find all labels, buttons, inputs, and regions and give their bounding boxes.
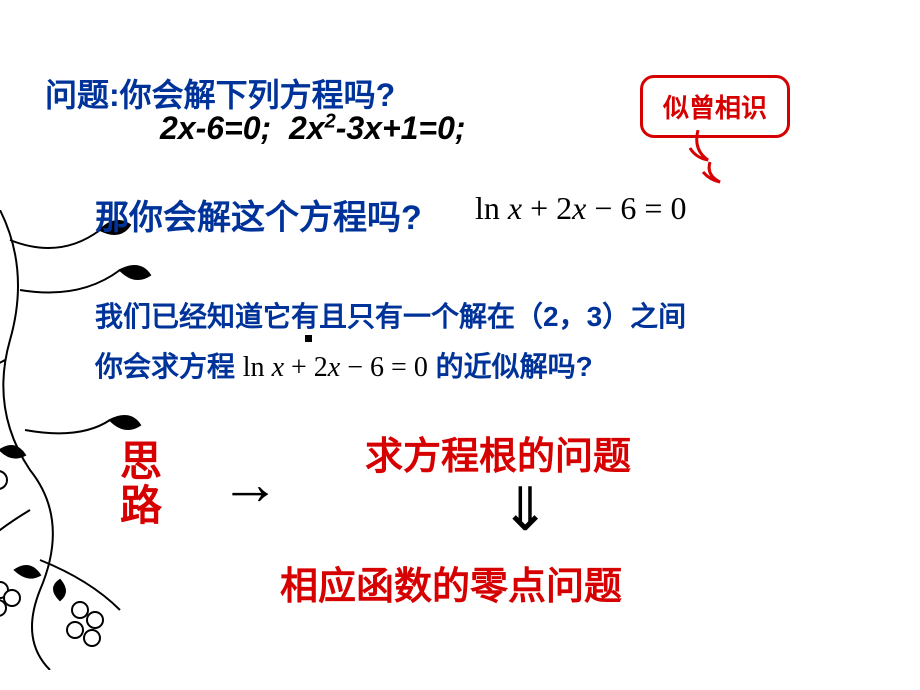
line4-suffix: 的近似解吗?	[428, 351, 593, 382]
arrow-down-icon: ⇓	[500, 475, 550, 545]
function-zero-problem: 相应函数的零点问题	[280, 555, 622, 610]
thinking-label: 思路	[120, 440, 170, 528]
speech-bubble: 似曾相识	[640, 75, 790, 138]
equation-root-problem: 求方程根的问题	[365, 425, 631, 480]
approx-question: 你会求方程 ln x + 2x − 6 = 0 的近似解吗?	[95, 345, 593, 385]
arrow-right-icon: →	[220, 450, 280, 519]
statement-interval: 我们已经知道它有且只有一个解在（2，3）之间	[95, 295, 686, 335]
equation-1: 2x-6=0;	[160, 110, 271, 146]
basic-equations: 2x-6=0; 2x2-3x+1=0;	[160, 110, 466, 147]
floral-decoration	[0, 210, 200, 670]
line4-equation: ln x + 2x − 6 = 0	[243, 352, 428, 383]
equation-2: 2x2-3x+1=0;	[289, 110, 466, 146]
line4-prefix: 你会求方程	[95, 351, 243, 382]
bubble-tail-icon	[688, 130, 733, 185]
second-question-text: 那你会解这个方程吗?	[95, 190, 422, 239]
bubble-text: 似曾相识	[640, 75, 790, 138]
second-equation: ln x + 2x − 6 = 0	[475, 190, 686, 227]
slide-marker-icon	[305, 335, 312, 342]
